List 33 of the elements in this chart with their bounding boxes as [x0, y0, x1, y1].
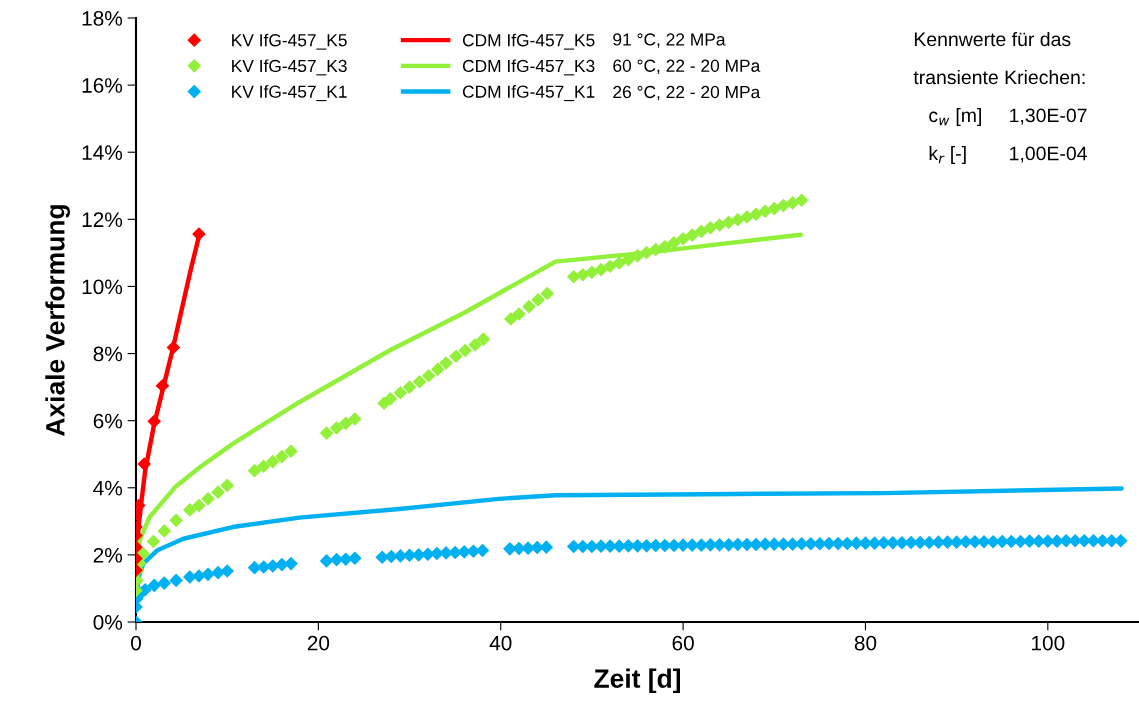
annotation: 1,00E-04	[1010, 146, 1087, 163]
y-tick-label: 6%	[93, 413, 123, 429]
annotation: 26 °C, 22 - 20 MPa	[613, 85, 761, 101]
y-tick-label: 14%	[82, 145, 123, 160]
annotation: 60 °C, 22 - 20 MPa	[613, 59, 761, 74]
legend-label: CDM IfG-457_K5	[462, 33, 595, 50]
y-tick-label: 12%	[82, 212, 123, 228]
y-tick-label: 4%	[93, 480, 123, 496]
y-tick-label: 10%	[82, 279, 123, 295]
x-tick-label: 80	[854, 635, 877, 651]
x-tick-label: 40	[489, 635, 512, 651]
y-tick-label: 16%	[82, 78, 123, 93]
legend-label: CDM IfG-457_K1	[462, 85, 595, 102]
legend-label: KV IfG-457_K5	[232, 33, 347, 50]
annotation: transiente Kriechen:	[913, 69, 1085, 85]
annotation: k$_{r}$ [-]	[929, 145, 966, 165]
x-tick-label: 0	[131, 635, 141, 651]
y-tick-label: 2%	[93, 547, 123, 563]
x-tick-label: 100	[1032, 635, 1065, 651]
y-axis-title: Axiale Verformung	[45, 205, 70, 436]
legend-label: KV IfG-457_K3	[232, 59, 347, 76]
annotation: c$_{w}$ [m]	[929, 107, 981, 127]
annotation: 1,30E-07	[1010, 108, 1087, 125]
legend-label: KV IfG-457_K1	[232, 85, 347, 102]
annotation: 91 °C, 22 MPa	[613, 33, 726, 48]
legend-label: CDM IfG-457_K3	[462, 59, 595, 76]
annotation: Kennwerte für das	[914, 31, 1071, 47]
y-tick-label: 18%	[82, 11, 123, 26]
x-tick-label: 20	[307, 635, 330, 651]
x-axis-title: Zeit [d]	[594, 668, 680, 694]
x-tick-label: 60	[672, 635, 694, 651]
y-tick-label: 8%	[93, 346, 123, 362]
y-tick-label: 0%	[93, 615, 123, 630]
